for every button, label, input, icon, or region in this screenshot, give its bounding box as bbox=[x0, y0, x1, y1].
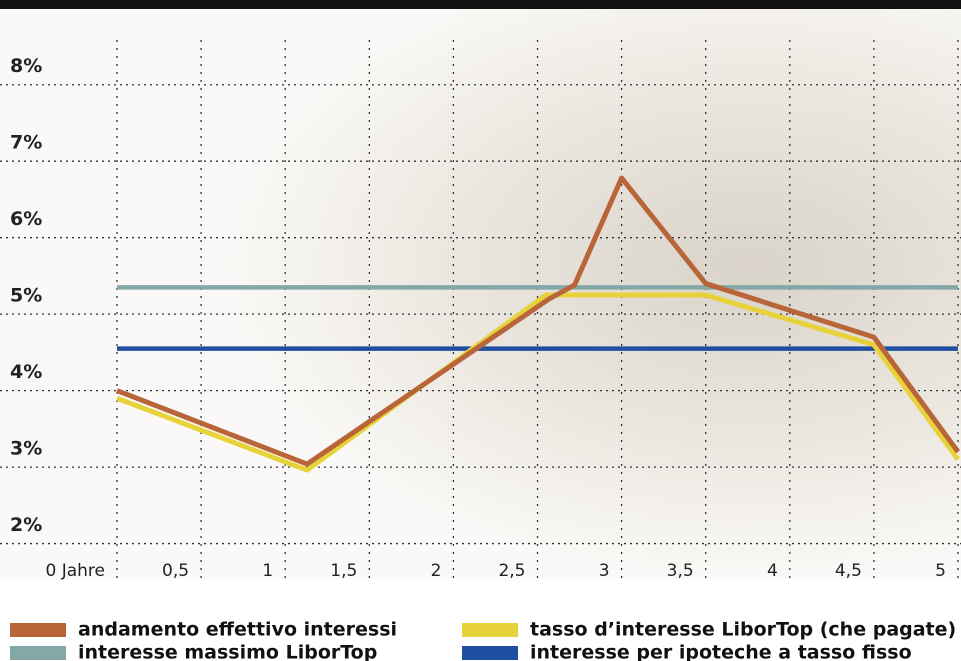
x-tick-label: 3,5 bbox=[667, 561, 694, 581]
x-tick-label: 2 bbox=[431, 561, 442, 581]
legend-swatch bbox=[10, 623, 66, 637]
y-tick-label: 5% bbox=[10, 285, 42, 307]
y-tick-label: 3% bbox=[10, 438, 42, 460]
y-tick-label: 4% bbox=[10, 361, 42, 383]
plot-background bbox=[0, 9, 961, 579]
legend-label: tasso d’interesse LiborTop (che pagate) bbox=[530, 619, 956, 641]
x-tick-label: 2,5 bbox=[498, 561, 525, 581]
data-line bbox=[116, 175, 961, 467]
x-tick-label: 1,5 bbox=[330, 561, 357, 581]
legend-label: interesse per ipoteche a tasso fisso bbox=[530, 642, 912, 661]
legend-label: andamento effettivo interessi bbox=[78, 619, 397, 641]
y-tick-label: 7% bbox=[10, 132, 42, 154]
legend-swatch bbox=[462, 623, 518, 637]
x-tick-label: 0 Jahre bbox=[46, 561, 106, 581]
x-tick-label: 4 bbox=[767, 561, 778, 581]
legend-swatch bbox=[10, 646, 66, 660]
x-tick-label: 0,5 bbox=[162, 561, 189, 581]
x-tick-label: 1 bbox=[262, 561, 273, 581]
legend-swatch bbox=[462, 646, 518, 660]
x-tick-label: 3 bbox=[599, 561, 610, 581]
top-band bbox=[0, 0, 961, 9]
y-tick-label: 2% bbox=[10, 514, 42, 536]
y-tick-label: 6% bbox=[10, 208, 42, 230]
x-tick-label: 5 bbox=[935, 561, 946, 581]
x-tick-label: 4,5 bbox=[835, 561, 862, 581]
legend-label: interesse massimo LiborTop bbox=[78, 642, 377, 661]
data-line bbox=[116, 292, 961, 473]
y-tick-label: 8% bbox=[10, 55, 42, 77]
